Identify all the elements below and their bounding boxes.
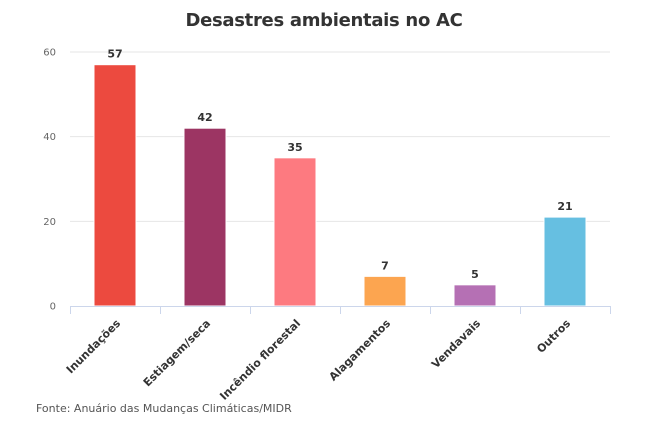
x-tick-label: Estiagem/seca: [141, 317, 213, 389]
bar: [453, 284, 497, 307]
data-label: 21: [557, 200, 572, 213]
bar-chart: 0 20 40 60 57 42 35 7 5 21 Inundações Estiagem/se…: [43, 48, 611, 400]
bar: [93, 64, 137, 307]
y-tick-label: 60: [43, 48, 56, 59]
data-label: 35: [287, 141, 302, 154]
data-label: 5: [471, 268, 479, 281]
bars: [93, 64, 587, 307]
x-tick-label: Incêndio florestal: [217, 317, 303, 400]
data-label: 7: [381, 259, 389, 272]
x-tick-label: Inundações: [64, 317, 124, 377]
x-axis-labels: Inundações Estiagem/seca Incêndio floresta…: [64, 317, 574, 400]
data-labels: 57 42 35 7 5 21: [107, 48, 572, 281]
x-axis: [70, 306, 611, 314]
x-tick-label: Vendavais: [429, 317, 483, 371]
chart-title: Desastres ambientais no AC: [185, 10, 463, 31]
data-label: 42: [197, 111, 212, 124]
gridlines: [70, 51, 610, 222]
bar: [273, 157, 317, 307]
y-tick-label: 40: [43, 132, 56, 143]
data-label: 57: [107, 48, 122, 61]
y-axis-ticks: 0 20 40 60: [43, 48, 56, 313]
x-tick-label: Outros: [534, 317, 573, 356]
source-note: Fonte: Anuário das Mudanças Climáticas/M…: [36, 402, 292, 415]
y-tick-label: 20: [43, 217, 56, 228]
y-tick-label: 0: [50, 302, 56, 313]
bar: [183, 127, 227, 307]
bar: [363, 275, 407, 307]
x-tick-label: Alagamentos: [327, 317, 394, 384]
bar: [543, 216, 587, 307]
